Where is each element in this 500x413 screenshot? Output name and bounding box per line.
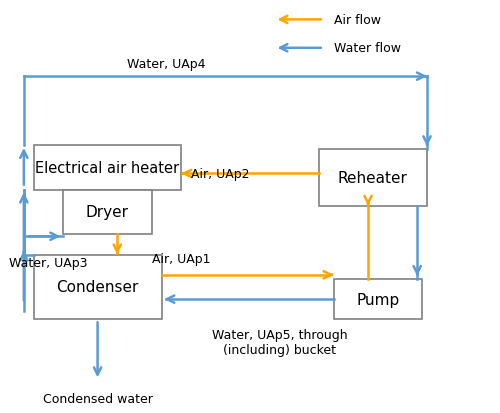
Text: Electrical air heater: Electrical air heater (36, 161, 180, 176)
FancyBboxPatch shape (63, 190, 152, 235)
Text: Water, UAp5, through
(including) bucket: Water, UAp5, through (including) bucket (212, 328, 348, 356)
Text: Pump: Pump (356, 292, 400, 307)
Text: Condenser: Condenser (56, 280, 139, 295)
Text: Air flow: Air flow (334, 14, 380, 27)
Text: Water flow: Water flow (334, 42, 400, 55)
Text: Air, UAp2: Air, UAp2 (191, 167, 250, 180)
Text: Dryer: Dryer (86, 205, 129, 220)
Text: Water, UAp3: Water, UAp3 (9, 256, 88, 269)
Text: Air, UAp1: Air, UAp1 (152, 252, 210, 266)
Text: Reheater: Reheater (338, 171, 408, 185)
FancyBboxPatch shape (334, 279, 422, 320)
Text: Condensed water: Condensed water (42, 392, 152, 406)
FancyBboxPatch shape (34, 255, 162, 320)
FancyBboxPatch shape (319, 150, 427, 206)
Text: Water, UAp4: Water, UAp4 (127, 58, 206, 71)
FancyBboxPatch shape (34, 146, 181, 190)
